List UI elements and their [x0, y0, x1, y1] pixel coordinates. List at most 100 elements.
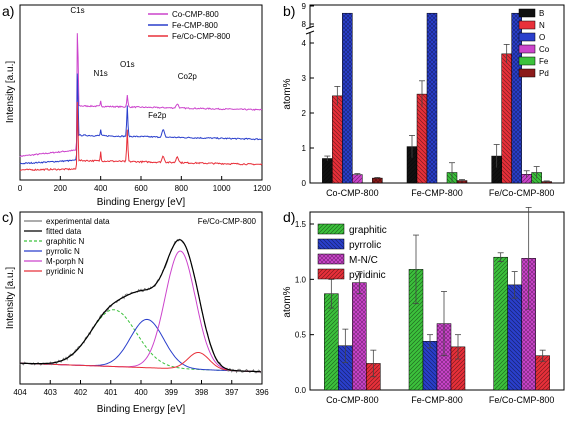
annotation-o1s: O1s	[120, 60, 135, 69]
bar-hatch	[491, 156, 502, 183]
x-tick-label: 400	[134, 388, 148, 397]
y-tick-label: 3	[302, 74, 307, 83]
legend-label-b: B	[539, 9, 544, 18]
panel-c-title: Fe/Co-CMP-800	[198, 217, 257, 226]
bar-hatch	[437, 323, 451, 390]
component-line-fitted-data	[20, 239, 261, 373]
annotation-co2p: Co2p	[178, 72, 198, 81]
y-tick-label: 1	[302, 144, 307, 153]
component-line-pyridinic-n	[19, 352, 261, 373]
annotation-n1s: N1s	[94, 69, 108, 78]
bar-hatch	[521, 174, 532, 183]
legend-label-graphitic: graphitic	[349, 225, 387, 236]
y-tick-label: 9	[302, 2, 307, 11]
panel-d-legend: graphitic pyrrolic M-N/C pyridinic	[317, 223, 387, 281]
annotation-fe2p: Fe2p	[148, 111, 167, 120]
panel-a-legend: Co-CMP-800 Fe-CMP-800 Fe/Co-CMP-800	[148, 10, 231, 41]
category-label-fe-cmp-800: Fe-CMP-800	[411, 188, 463, 198]
legend-swatch-pd	[518, 68, 536, 78]
panel-c-ylabel: Intensity [a.u.]	[5, 267, 16, 329]
bar-hatch	[338, 345, 353, 390]
panel-d: d) Co-CMP-800 Fe-CMP-800 Fe/Co-CMP-800 0.0 0…	[282, 206, 565, 405]
category-label-fe-co-cmp-800: Fe/Co-CMP-800	[489, 188, 555, 198]
category-label-co-cmp-800: Co-CMP-800	[326, 395, 379, 405]
bar-hatch	[501, 53, 512, 183]
legend-swatch-o	[518, 32, 536, 42]
legend-swatch-hatch	[318, 254, 344, 264]
legend-label-pd: Pd	[539, 69, 549, 78]
legend-label-m-n-c: M-N/C	[349, 255, 378, 266]
bar-hatch	[342, 13, 353, 184]
bar-hatch	[457, 180, 467, 183]
bar-hatch	[493, 257, 508, 390]
x-tick-label: 396	[255, 388, 269, 397]
legend-label-graphitic-n: graphitic N	[46, 237, 84, 246]
y-tick-label: 1.0	[295, 275, 307, 284]
legend-label-fe-co-cmp-800: Fe/Co-CMP-800	[172, 32, 231, 41]
x-tick-label: 403	[44, 388, 58, 397]
panel-a-xlabel: Binding Energy [eV]	[97, 197, 186, 208]
x-tick-label: 402	[74, 388, 88, 397]
y-tick-label: 8	[302, 20, 307, 29]
legend-label-m-porph-n: M-porph N	[46, 257, 84, 266]
y-tick-label: 4	[302, 39, 307, 48]
panel-a: a) Intensity [a.u.] Binding Energy [eV] …	[2, 3, 271, 208]
x-tick-label: 0	[18, 184, 23, 193]
bar-hatch	[322, 158, 333, 183]
category-label-co-cmp-800: Co-CMP-800	[326, 188, 379, 198]
bar-hatch	[423, 341, 437, 390]
x-tick-label: 400	[94, 184, 108, 193]
x-tick-label: 398	[195, 388, 209, 397]
bar-hatch	[332, 95, 343, 183]
panel-a-label: a)	[2, 3, 14, 19]
bar-hatch	[352, 174, 363, 183]
legend-swatch-fe	[518, 56, 536, 66]
panel-c: c) Fe/Co-CMP-800 Intensity [a.u.] Bindin…	[2, 209, 269, 415]
bar-hatch	[324, 293, 339, 390]
panel-a-ylabel: Intensity [a.u.]	[5, 61, 16, 123]
panel-b: b) Co-CMP-800 Fe-CMP-800 Fe/Co-CMP-800 0 1 2 3…	[282, 2, 565, 198]
axis-break-mark	[305, 30, 315, 35]
legend-label-n: N	[539, 21, 545, 30]
legend-label-experimental-data: experimental data	[46, 217, 110, 226]
legend-label-pyridinic-n: pyridinic N	[46, 267, 84, 276]
legend-swatch-co	[518, 44, 536, 54]
spectrum-line-fe-cmp-800	[19, 73, 262, 165]
panel-b-ylabel: atom%	[282, 78, 293, 109]
x-tick-label: 397	[225, 388, 239, 397]
panel-c-xlabel: Binding Energy [eV]	[97, 404, 186, 415]
panel-d-ylabel: atom%	[282, 286, 293, 317]
bar-hatch	[407, 146, 417, 183]
y-tick-label: 0	[302, 179, 307, 188]
legend-label-fe-cmp-800: Fe-CMP-800	[172, 21, 218, 30]
x-tick-label: 404	[13, 388, 27, 397]
legend-label-co: Co	[539, 45, 550, 54]
panel-b-label: b)	[283, 3, 295, 19]
legend-swatch-hatch	[318, 239, 344, 249]
x-tick-label: 200	[54, 184, 68, 193]
spectrum-line-co-cmp-800	[19, 33, 263, 158]
category-label-fe-cmp-800: Fe-CMP-800	[411, 395, 463, 405]
legend-label-fe: Fe	[539, 57, 549, 66]
legend-swatch-hatch	[318, 224, 344, 234]
legend-label-fitted-data: fitted data	[46, 227, 82, 236]
category-label-fe-co-cmp-800: Fe/Co-CMP-800	[489, 395, 555, 405]
legend-swatch-hatch	[318, 269, 344, 279]
bar-hatch	[521, 258, 536, 390]
bar-hatch	[372, 178, 383, 183]
legend-label-pyridinic: pyridinic	[349, 270, 386, 281]
panel-d-label: d)	[283, 209, 295, 225]
panel-b-legend: BNO Co Fe Pd	[518, 8, 550, 78]
x-tick-label: 600	[134, 184, 148, 193]
bar-hatch	[511, 13, 522, 184]
y-tick-label: 1.5	[295, 220, 307, 229]
axis-break-mask	[306, 27, 314, 33]
x-tick-label: 1000	[213, 184, 231, 193]
panel-c-label: c)	[2, 209, 14, 225]
annotation-c1s: C1s	[70, 6, 84, 15]
bar-hatch	[507, 284, 522, 390]
x-tick-label: 399	[165, 388, 179, 397]
legend-label-pyrrolic-n: pyrrolic N	[46, 247, 80, 256]
x-tick-label: 1200	[253, 184, 271, 193]
